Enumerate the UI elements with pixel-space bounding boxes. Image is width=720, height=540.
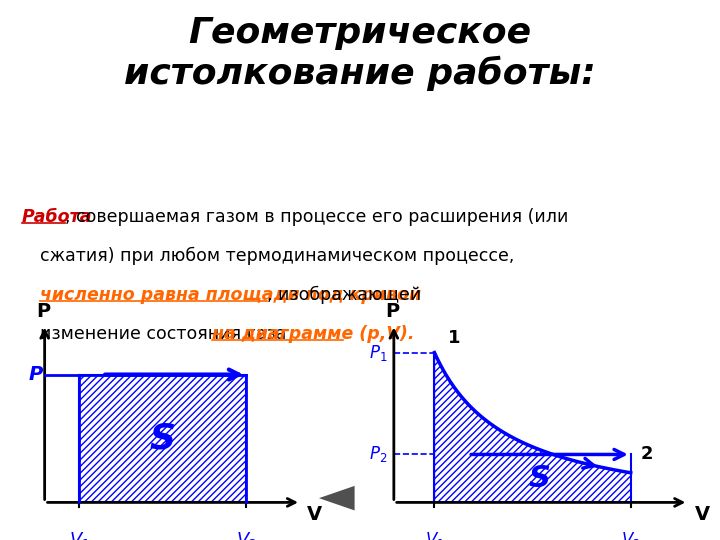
Text: численно равна площади под кривой: численно равна площади под кривой (40, 286, 420, 303)
Text: Работа: Работа (22, 208, 92, 226)
Text: $V_1$: $V_1$ (68, 530, 90, 540)
Text: 2: 2 (641, 446, 653, 463)
Text: V: V (695, 505, 710, 524)
Text: $V_2$: $V_2$ (621, 530, 641, 540)
Text: , изображающей: , изображающей (267, 286, 421, 304)
Text: сжатия) при любом термодинамическом процессе,: сжатия) при любом термодинамическом проц… (40, 247, 514, 265)
Text: S: S (528, 464, 550, 493)
Text: $V_1$: $V_1$ (425, 530, 444, 540)
Text: Геометрическое
истолкование работы:: Геометрическое истолкование работы: (124, 16, 596, 91)
Text: $P_1$: $P_1$ (369, 342, 387, 362)
Text: на диаграмме (р,V).: на диаграмме (р,V). (212, 325, 414, 342)
Text: S: S (150, 422, 176, 455)
Text: P: P (385, 302, 399, 321)
Text: , совершаемая газом в процессе его расширения (или: , совершаемая газом в процессе его расши… (65, 208, 568, 226)
Text: 1: 1 (448, 328, 461, 347)
Text: изменение состояния газа: изменение состояния газа (40, 325, 292, 342)
Text: $P_2$: $P_2$ (369, 444, 387, 464)
Polygon shape (319, 486, 355, 510)
Text: V: V (307, 505, 322, 524)
Text: $V_2$: $V_2$ (235, 530, 257, 540)
Text: P: P (36, 302, 50, 321)
Text: P: P (29, 365, 43, 384)
